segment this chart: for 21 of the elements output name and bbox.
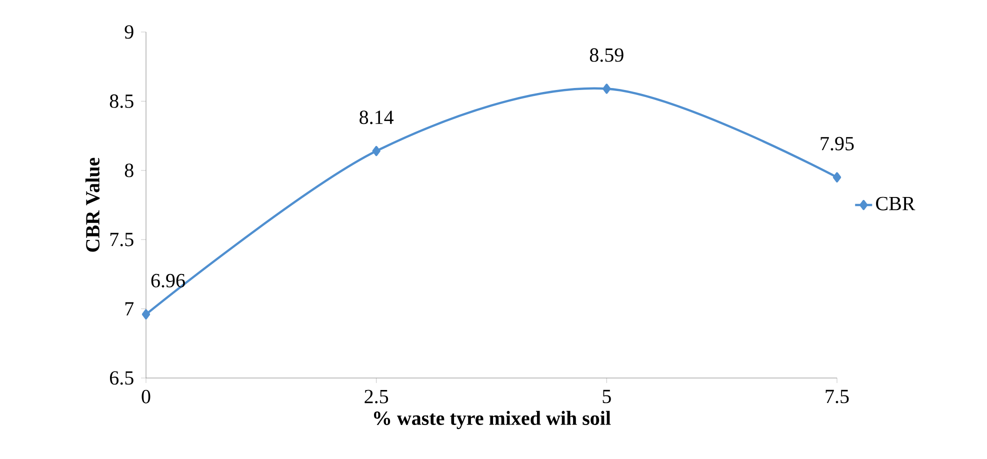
x-tick-label: 7.5 xyxy=(826,390,849,404)
point xyxy=(602,84,611,94)
point xyxy=(372,146,380,156)
x-axis-title: % waste tyre mixed wih soil xyxy=(374,410,611,430)
data-label: 7.95 xyxy=(820,136,854,150)
data-label: 6.96 xyxy=(151,274,185,288)
point xyxy=(142,309,150,320)
x-tick-label: 2.5 xyxy=(364,390,388,404)
x-tick-label: 5 xyxy=(602,390,611,404)
y-tick-label: 6.5 xyxy=(110,371,134,385)
y-tick-label: 8.5 xyxy=(110,94,134,108)
x-tick-label: 0 xyxy=(142,390,150,404)
data-label: 8.59 xyxy=(590,48,624,62)
y-tick-label: 7 xyxy=(125,302,134,316)
y-tick-label: 8 xyxy=(124,164,134,178)
y-axis-title: CBR Value xyxy=(85,158,100,252)
legend-label: CBR xyxy=(876,196,916,210)
data-label: 8.14 xyxy=(360,110,394,124)
y-tick-label: 9 xyxy=(124,25,134,39)
y-tick-label: 7.5 xyxy=(110,232,134,246)
point xyxy=(832,172,842,182)
